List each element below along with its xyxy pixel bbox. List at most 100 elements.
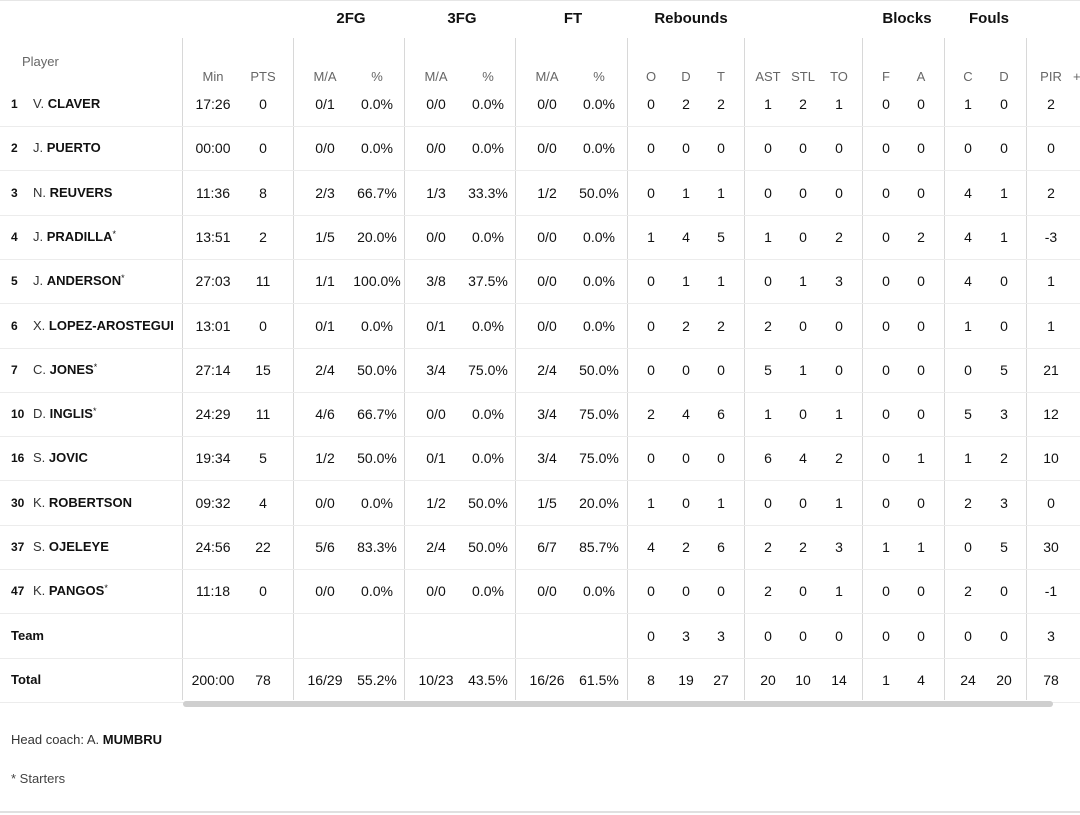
horizontal-scrollbar[interactable]: [183, 701, 1053, 707]
stat-reb-t: 1: [717, 273, 725, 290]
player-name[interactable]: V. CLAVER: [33, 82, 100, 126]
bottom-divider: [0, 811, 1080, 813]
player-row: 5 J. ANDERSON* 27:03 11 1/1 100.0% 3/8 37.5% 0/0…: [0, 259, 1080, 305]
player-name[interactable]: S. JOVIC: [33, 436, 88, 480]
column-header-foul-c: C: [963, 69, 973, 84]
stat-to: 1: [835, 583, 843, 600]
stat-stl: 2: [799, 539, 807, 555]
stat-foul-c: 4: [964, 228, 972, 245]
stat-ft-ma: 0/0: [537, 583, 557, 600]
stat-reb-t: 27: [713, 671, 729, 688]
stat-blk-a: 0: [917, 494, 925, 511]
stat-blk-f: 0: [882, 96, 890, 112]
stat-blk-a: 1: [917, 450, 925, 467]
stat-to: 1: [835, 494, 843, 511]
stat-foul-d: 5: [1000, 361, 1008, 378]
stat-reb-o: 0: [647, 140, 655, 157]
column-header-fg3-ma: M/A: [424, 69, 448, 84]
stat-to: 1: [835, 406, 843, 423]
stat-pts: [243, 614, 283, 658]
stat-pir: 0: [1047, 494, 1055, 511]
stat-fg2-pct: 50.0%: [357, 361, 397, 378]
player-name[interactable]: S. OJELEYE: [33, 525, 109, 569]
stat-fg2-pct: 55.2%: [357, 671, 397, 688]
player-number: 16: [11, 451, 25, 466]
stat-ft-ma: 1/5: [537, 494, 557, 511]
stat-fg3-pct: 37.5%: [468, 273, 508, 290]
stat-ft-pct: 75.0%: [579, 406, 619, 423]
stat-fg3-ma: 0/0: [426, 140, 446, 157]
total-row: Total 200:00 78 16/29 55.2% 10/23 43.5% 16/26 61…: [0, 658, 1080, 703]
stat-stl: 10: [795, 671, 811, 688]
stat-min: 13:01: [195, 317, 231, 334]
stat-foul-d: 0: [1000, 273, 1008, 290]
stat-min: 09:32: [195, 494, 231, 511]
stat-reb-o: 2: [647, 406, 655, 423]
stat-reb-d: 1: [682, 184, 690, 201]
stat-to: 2: [835, 450, 843, 467]
player-initial: S.: [33, 539, 46, 554]
stat-foul-c: 1: [964, 450, 972, 467]
stat-blk-a: 0: [917, 96, 925, 112]
stat-ft-ma: 2/4: [537, 361, 557, 378]
player-name[interactable]: D. INGLIS*: [33, 392, 96, 436]
stat-blk-f: 0: [882, 361, 890, 378]
player-name[interactable]: J. PRADILLA*: [33, 215, 116, 259]
stat-reb-d: 0: [682, 140, 690, 157]
column-header-fg2-ma: M/A: [313, 69, 337, 84]
player-name[interactable]: K. PANGOS*: [33, 569, 108, 613]
stat-foul-c: 0: [964, 140, 972, 157]
stat-to: 2: [835, 228, 843, 245]
player-last-name: ROBERTSON: [48, 494, 132, 510]
stat-reb-o: 1: [647, 228, 655, 245]
starters-note: * Starters: [11, 771, 66, 786]
column-header-pir: PIR: [1040, 69, 1062, 84]
stat-foul-c: 2: [964, 583, 972, 600]
stat-foul-d: 0: [1000, 140, 1008, 157]
stat-blk-f: 0: [882, 273, 890, 290]
stat-ast: 2: [764, 583, 772, 600]
stat-blk-f: 1: [882, 671, 890, 688]
column-header-fg2-pct: %: [371, 69, 383, 84]
stat-foul-d: 0: [1000, 583, 1008, 600]
stat-fg3-pct: 0.0%: [472, 140, 504, 157]
stat-reb-t: 2: [717, 96, 725, 112]
player-name[interactable]: X. LOPEZ-AROSTEGUI: [33, 304, 174, 348]
player-name[interactable]: J. PUERTO: [33, 126, 101, 170]
stat-ast: 0: [764, 184, 772, 201]
stat-to: 3: [835, 539, 843, 555]
stat-foul-d: 5: [1000, 539, 1008, 555]
stat-blk-a: 0: [917, 273, 925, 290]
player-initial: D.: [33, 406, 46, 422]
stat-pts: 8: [259, 184, 267, 201]
stat-reb-d: 0: [682, 450, 690, 467]
stat-stl: 1: [799, 361, 807, 378]
stat-blk-a: 0: [917, 406, 925, 423]
player-row: 2 J. PUERTO 00:00 0 0/0 0.0% 0/0 0.0% 0/0 0.0% 0 0 0…: [0, 126, 1080, 172]
player-last-name: OJELEYE: [48, 539, 109, 554]
stat-foul-d: 1: [1000, 228, 1008, 245]
player-name[interactable]: K. ROBERTSON: [33, 481, 132, 525]
stat-blk-f: 0: [882, 406, 890, 423]
stat-stl: 1: [799, 273, 807, 290]
starter-marker: *: [92, 406, 97, 417]
stat-min: 11:18: [196, 583, 230, 600]
stat-pir: 0: [1047, 140, 1055, 157]
stat-min: 27:14: [195, 361, 231, 378]
stat-reb-t: 6: [717, 539, 725, 555]
player-name[interactable]: C. JONES*: [33, 348, 97, 392]
stat-foul-d: 1: [1000, 184, 1008, 201]
column-header-blk-a: A: [916, 69, 926, 84]
player-row: 37 S. OJELEYE 24:56 22 5/6 83.3% 2/4 50.0% 6/7 85…: [0, 525, 1080, 570]
player-number: 6: [11, 318, 18, 333]
stat-pts: 0: [259, 583, 267, 600]
stat-ft-ma: 6/7: [537, 539, 557, 555]
top-divider: [0, 0, 1080, 1]
column-header-ast: AST: [755, 69, 781, 84]
column-header-blk-f: F: [882, 69, 890, 84]
player-name[interactable]: J. ANDERSON*: [33, 259, 125, 303]
stat-reb-d: 4: [682, 228, 690, 245]
player-name[interactable]: N. REUVERS: [33, 171, 112, 215]
stat-to: 0: [835, 184, 843, 201]
stat-min: 200:00: [191, 671, 235, 688]
